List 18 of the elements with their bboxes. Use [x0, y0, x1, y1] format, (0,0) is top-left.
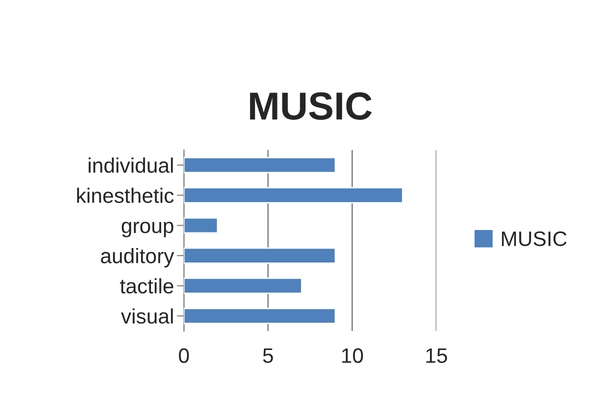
bar [184, 217, 218, 234]
chart-title: MUSIC [250, 92, 372, 120]
bar [184, 278, 302, 294]
y-tick-label: individual [88, 158, 173, 173]
x-tick-label: 10 [342, 348, 363, 363]
y-tick-label: kinesthetic [77, 188, 174, 204]
x-tick-label: 15 [426, 348, 448, 363]
x-tick-label: 5 [263, 348, 273, 363]
bar [184, 187, 404, 204]
x-tick-label: 0 [178, 348, 189, 363]
y-tick-label: auditory [100, 248, 174, 268]
y-tick-label: group [122, 222, 174, 238]
bar [184, 308, 336, 324]
legend-label: MUSIC [502, 231, 567, 246]
bar [184, 247, 336, 264]
y-tick-label: tactile [120, 278, 174, 294]
bar [184, 156, 336, 174]
y-tick-label: visual [120, 308, 173, 324]
